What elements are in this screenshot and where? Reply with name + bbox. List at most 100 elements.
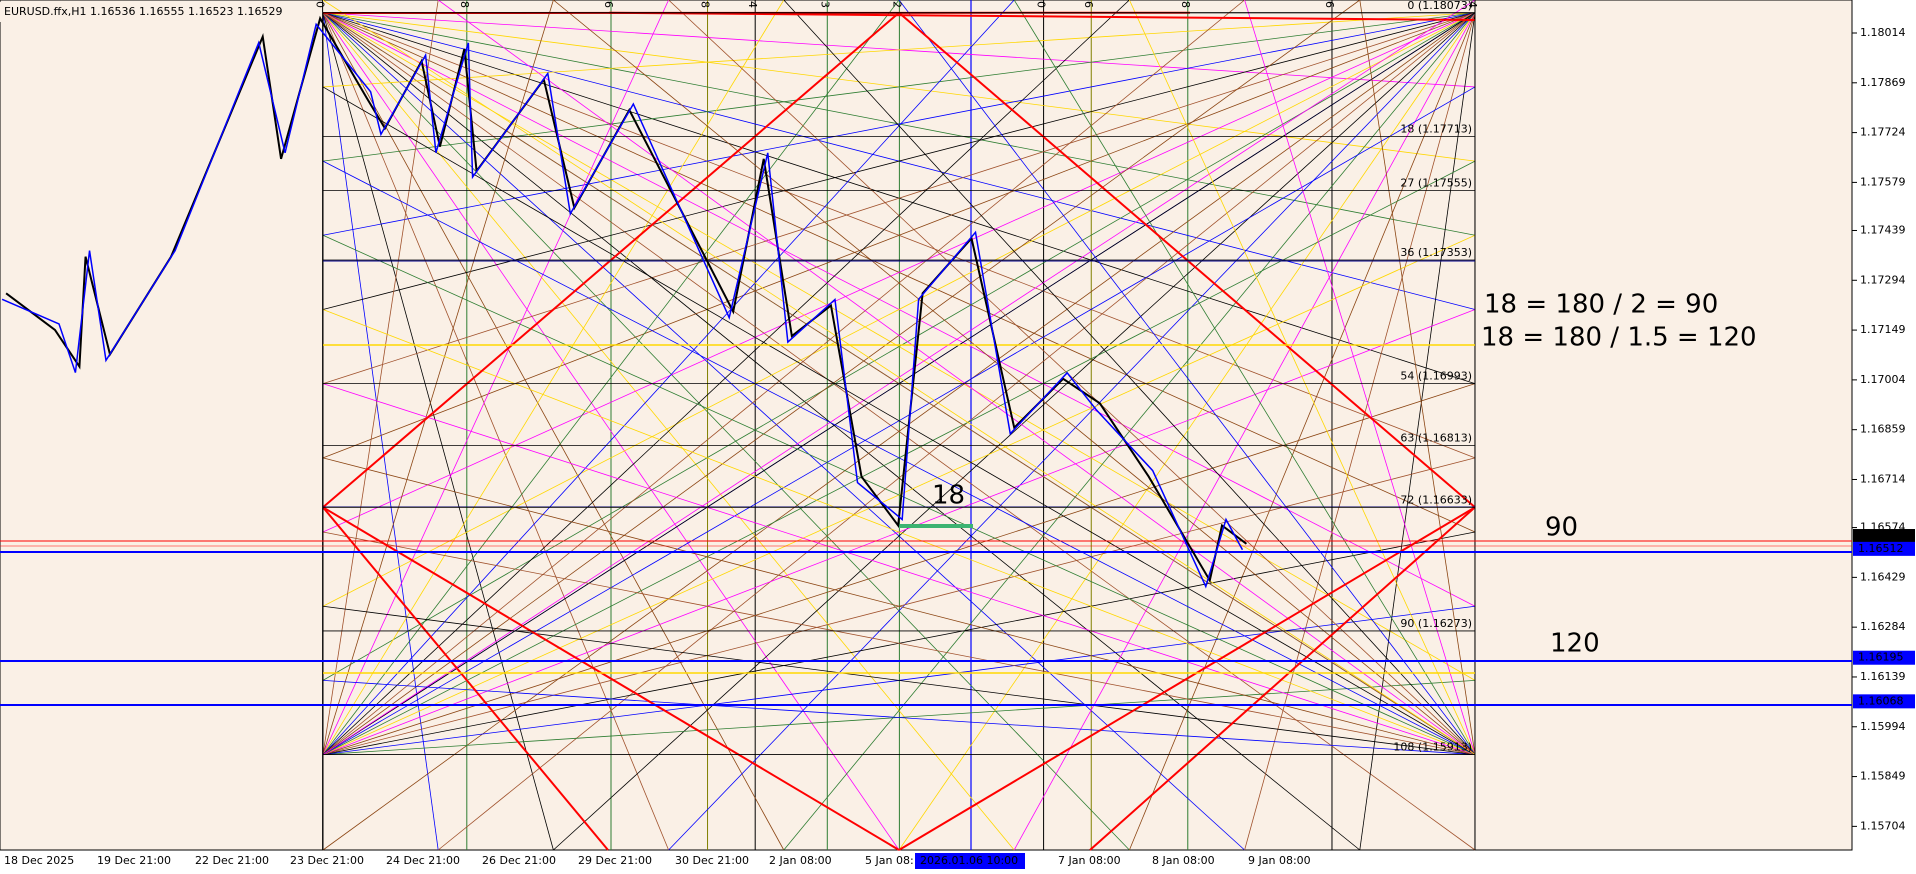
price-label: 1.17439: [1860, 223, 1906, 236]
gann-level: 54 (1.16993): [1400, 370, 1472, 383]
time-label: 26 Dec 21:00: [482, 854, 556, 867]
gann-level: 72 (1.16633): [1400, 493, 1472, 506]
drawing-line: [1129, 0, 1476, 755]
time-label: 9 Jan 08:00: [1248, 854, 1311, 867]
price-marker-bg: [1853, 650, 1915, 665]
time-mark: 63: [818, 0, 831, 8]
price-label: 1.15704: [1860, 819, 1906, 832]
price-label: 1.16429: [1860, 570, 1906, 583]
time-mark: 126: [1323, 0, 1336, 8]
time-label: 2 Jan 08:00: [769, 854, 832, 867]
price-label: 1.16859: [1860, 423, 1906, 436]
time-label: 8 Jan 08:00: [1152, 854, 1215, 867]
time-label: 19 Dec 21:00: [97, 854, 171, 867]
gann-level: 18 (1.17713): [1400, 122, 1472, 135]
drawing-line: [898, 506, 1476, 851]
plot-area: [0, 0, 1853, 851]
drawing-line: [322, 0, 439, 755]
drawing-line: [322, 531, 1476, 755]
drawing-line: [322, 0, 1476, 755]
time-label: 23 Dec 21:00: [290, 854, 364, 867]
drawing-line: [553, 12, 1476, 851]
axis-bg: [1853, 0, 1916, 874]
drawing-line: [1129, 12, 1476, 851]
annotation: 18 = 180 / 1.5 = 120: [1481, 323, 1757, 353]
price-marker: 1.16068: [1858, 694, 1904, 707]
time-mark: 96: [1082, 0, 1095, 8]
price-label: 1.17724: [1860, 126, 1906, 139]
price-label: 1.17579: [1860, 175, 1906, 188]
drawing-line: [1244, 12, 1476, 851]
drawing-line: [1013, 0, 1476, 755]
time-mark: 18: [458, 0, 471, 8]
time-label: 18 Dec 2025: [4, 854, 74, 867]
drawing-line: [322, 12, 1476, 851]
time-mark: 144: [1466, 0, 1479, 8]
price-marker: 1.16195: [1858, 651, 1904, 664]
time-label: 7 Jan 08:00: [1058, 854, 1121, 867]
symbol-info: EURUSD.ffx,H1 1.16536 1.16555 1.16523 1.…: [4, 5, 282, 18]
drawing-line: [322, 234, 1476, 755]
time-label: 22 Dec 21:00: [195, 854, 269, 867]
price-label: 1.16714: [1860, 472, 1906, 485]
price-marker: 1.16529: [1858, 529, 1904, 542]
time-label: 5 Jan 08:: [865, 854, 914, 867]
price-label: 1.16284: [1860, 620, 1906, 633]
annotation: 90: [1545, 513, 1578, 543]
time-label: 24 Dec 21:00: [386, 854, 460, 867]
drawing-line: [1359, 0, 1476, 755]
drawing-line: [783, 0, 1476, 755]
time-label: 30 Dec 21:00: [675, 854, 749, 867]
drawing-line: [668, 0, 1476, 755]
drawing-line: [1244, 0, 1476, 755]
drawing-line: [322, 12, 439, 851]
drawing-line: [1089, 506, 1476, 851]
drawing-line: [608, 11, 1476, 21]
time-mark: 48: [699, 0, 712, 8]
annotation: 120: [1550, 629, 1600, 659]
price-label: 1.18014: [1860, 26, 1906, 39]
price-label: 1.16139: [1860, 670, 1906, 683]
time-mark: 54: [746, 0, 759, 8]
drawing-line: [898, 0, 1476, 755]
gann-level: 108 (1.15913): [1393, 741, 1472, 754]
time-mark: 72: [890, 0, 903, 8]
time-label: 29 Dec 21:00: [578, 854, 652, 867]
drawing-line: [1359, 12, 1476, 851]
price-label: 1.17294: [1860, 273, 1906, 286]
drawing-line: [322, 86, 1476, 755]
time-cursor-bg: [915, 853, 1025, 869]
gann-level: 63 (1.16813): [1400, 431, 1472, 444]
drawing-line: [437, 0, 1476, 755]
drawing-line: [553, 0, 1476, 755]
header-bg: [0, 2, 310, 22]
time-cursor: 2026.01.06 10:00: [920, 854, 1018, 867]
annotation: 18 = 180 / 2 = 90: [1484, 290, 1718, 320]
price-marker: 1.16512: [1858, 542, 1904, 555]
price-marker-bg: [1853, 529, 1915, 544]
drawing-line: [668, 12, 1476, 851]
price-label: 1.15849: [1860, 770, 1906, 783]
drawing-line: [322, 506, 609, 851]
drawing-line: [1013, 12, 1476, 851]
price-marker-bg: [1853, 541, 1915, 556]
price-marker-bg: [1853, 694, 1915, 709]
gann-level: 0 (1.18073): [1407, 0, 1472, 12]
gann-level: 36 (1.17353): [1400, 246, 1472, 259]
drawing-line: [898, 12, 1476, 851]
annotation: 18: [932, 481, 965, 511]
time-mark: 36: [602, 0, 615, 8]
drawing-line: [437, 12, 1476, 851]
price-label: 1.17869: [1860, 76, 1906, 89]
drawing-line: [322, 12, 1476, 88]
gann-level: 27 (1.17555): [1400, 177, 1472, 190]
time-mark: 108: [1179, 0, 1192, 8]
drawing-line: [322, 680, 1476, 755]
gann-level: 90 (1.16273): [1400, 617, 1472, 630]
drawing-line: [322, 506, 900, 851]
time-mark: 90: [1035, 0, 1048, 8]
price-label: 1.17004: [1860, 373, 1906, 386]
zigzag: [1, 22, 1244, 589]
price-label: 1.17149: [1860, 323, 1906, 336]
